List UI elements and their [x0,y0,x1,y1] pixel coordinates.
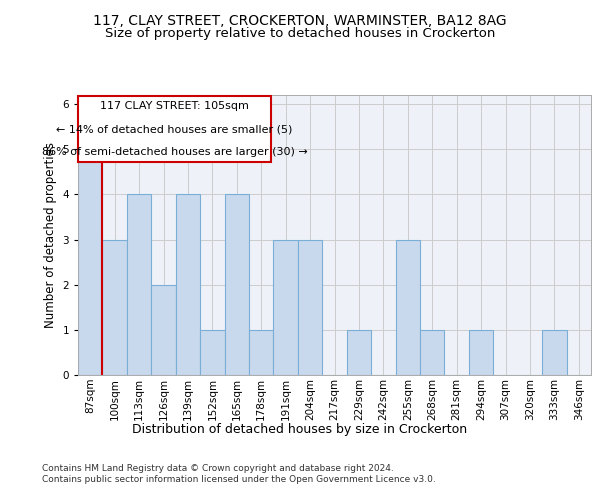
Bar [542,330,566,375]
Bar [420,330,445,375]
Bar [347,330,371,375]
Bar [395,240,420,375]
FancyBboxPatch shape [78,96,271,162]
Text: Size of property relative to detached houses in Crockerton: Size of property relative to detached ho… [105,28,495,40]
Bar [127,194,151,375]
Text: 117, CLAY STREET, CROCKERTON, WARMINSTER, BA12 8AG: 117, CLAY STREET, CROCKERTON, WARMINSTER… [93,14,507,28]
Text: Contains HM Land Registry data © Crown copyright and database right 2024.: Contains HM Land Registry data © Crown c… [42,464,394,473]
Bar [78,149,103,375]
Bar [200,330,224,375]
Y-axis label: Number of detached properties: Number of detached properties [44,142,57,328]
Bar [469,330,493,375]
Bar [176,194,200,375]
Text: Contains public sector information licensed under the Open Government Licence v3: Contains public sector information licen… [42,475,436,484]
Text: Distribution of detached houses by size in Crockerton: Distribution of detached houses by size … [133,422,467,436]
Text: ← 14% of detached houses are smaller (5): ← 14% of detached houses are smaller (5) [56,125,293,135]
Text: 86% of semi-detached houses are larger (30) →: 86% of semi-detached houses are larger (… [41,147,307,157]
Bar [151,284,176,375]
Bar [103,240,127,375]
Bar [298,240,322,375]
Bar [249,330,274,375]
Bar [274,240,298,375]
Text: 117 CLAY STREET: 105sqm: 117 CLAY STREET: 105sqm [100,101,249,111]
Bar [224,194,249,375]
